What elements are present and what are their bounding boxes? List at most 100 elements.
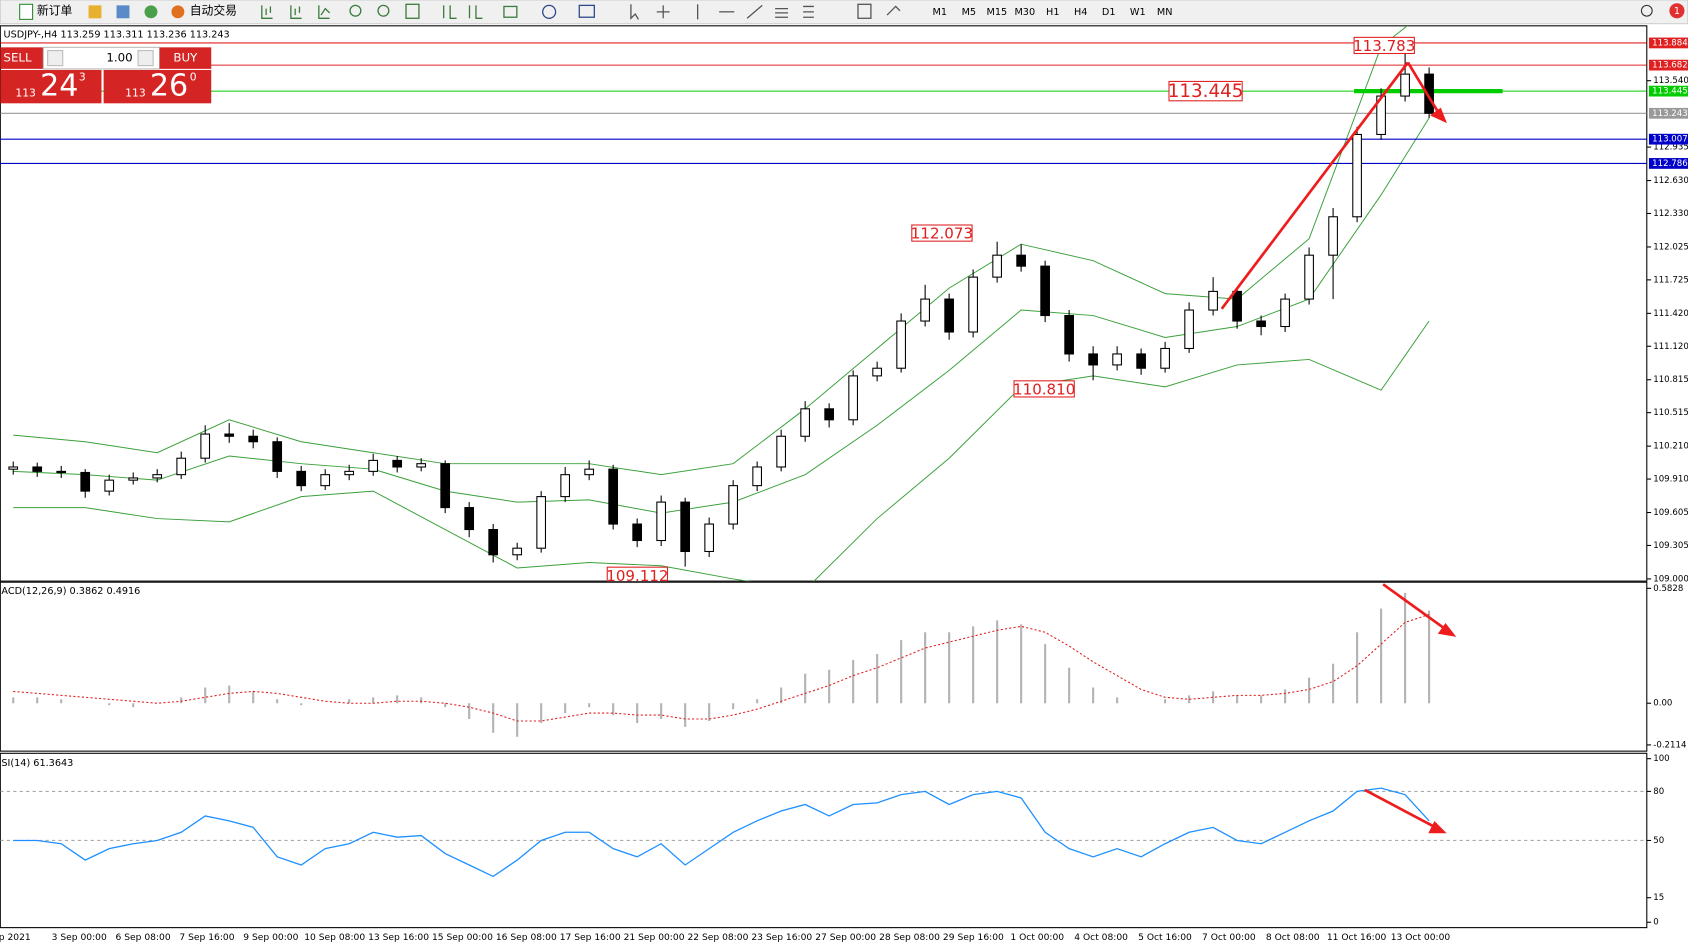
timeframe-button[interactable]: M5: [962, 7, 976, 18]
candle-body: [968, 276, 978, 333]
timeframe-button[interactable]: H1: [1046, 7, 1059, 18]
macd-title: ACD(12,26,9) 0.3862 0.4916: [1, 586, 140, 597]
crosshair[interactable]: [656, 5, 670, 19]
icon[interactable]: [116, 5, 130, 19]
icon[interactable]: [377, 4, 390, 17]
auto-trade-icon[interactable]: [171, 5, 185, 19]
icon[interactable]: [578, 4, 595, 18]
timeframe-button[interactable]: M1: [933, 7, 948, 18]
timeframe-button[interactable]: M15: [986, 7, 1007, 18]
plots: 113.783 113.445 112.073 110.810 109.112 113.5…: [0, 25, 1688, 943]
new-order-icon[interactable]: [19, 3, 34, 20]
timeframe-button[interactable]: W1: [1130, 7, 1146, 18]
buy-button[interactable]: [159, 47, 212, 69]
icon[interactable]: [542, 4, 557, 19]
y-tick-label: 15: [1653, 893, 1664, 903]
candle-body: [704, 523, 715, 553]
x-tick-label: 28 Sep 08:00: [879, 933, 940, 943]
timeframe-button[interactable]: M30: [1014, 7, 1035, 18]
price-annotation-box: [911, 224, 973, 242]
x-tick-label: 15 Sep 00:00: [432, 933, 493, 943]
sell-price-point: 3: [79, 70, 86, 83]
price-tag: [1648, 133, 1688, 145]
sell-price-box[interactable]: [0, 69, 102, 104]
price-annotation-box: [606, 566, 669, 582]
candle-body: [1352, 133, 1362, 218]
timeframe-button[interactable]: D1: [1102, 7, 1116, 18]
price-annotation: 113.445: [1168, 81, 1244, 102]
candle-body: [1304, 254, 1314, 300]
icon[interactable]: [405, 3, 420, 19]
toolbar-icons[interactable]: [261, 3, 595, 19]
candle-body: [800, 408, 810, 437]
y-tick-label: 111.420: [1653, 309, 1688, 319]
y-tick-label: 0: [1653, 918, 1658, 928]
candle-body: [80, 471, 91, 492]
icon[interactable]: [503, 5, 518, 18]
candle-body: [584, 468, 595, 476]
lot-up[interactable]: [137, 50, 154, 67]
icon[interactable]: [144, 5, 158, 19]
price-annotation: 110.810: [1013, 380, 1075, 398]
bollinger-lower: [13, 320, 1430, 582]
candle-body: [632, 523, 643, 542]
candle-body: [32, 466, 43, 472]
candle-body: [896, 320, 906, 369]
candle-body: [320, 474, 331, 487]
candle-body: [992, 254, 1002, 278]
icon[interactable]: [261, 5, 273, 19]
icon[interactable]: [468, 5, 483, 19]
y-tick-label: 100: [1653, 754, 1669, 764]
x-tick-label: 6 Sep 08:00: [116, 933, 171, 943]
y-tick-label: 112.935: [1653, 143, 1688, 153]
sell-button[interactable]: [0, 47, 44, 69]
lot-value[interactable]: 1.00: [106, 51, 132, 65]
candle-body: [848, 375, 858, 421]
drawing-tools[interactable]: [630, 3, 901, 20]
candle-body: [1256, 320, 1266, 328]
y-tick-label: 112.630: [1653, 176, 1688, 186]
icon[interactable]: [443, 5, 457, 19]
buy-price-point: 0: [190, 70, 197, 83]
y-tick-label: -0.2114: [1653, 740, 1686, 750]
cursor[interactable]: [630, 4, 640, 20]
panel-plot: [12, 592, 1431, 737]
sell-label[interactable]: SELL: [3, 51, 32, 65]
macd-panel: [0, 581, 1648, 752]
buy-price-box[interactable]: [103, 69, 212, 104]
price-tag: [1648, 37, 1688, 49]
text-tool[interactable]: [857, 3, 872, 19]
channel[interactable]: [775, 7, 789, 18]
price-tag-label: 113.445: [1652, 87, 1688, 97]
candle-body: [368, 459, 379, 472]
notification-badge[interactable]: [1669, 3, 1685, 19]
arrows[interactable]: [886, 5, 901, 16]
price-panel: [0, 25, 1648, 582]
candle-body: [1160, 347, 1170, 369]
candle-body: [488, 528, 499, 556]
x-tick-label: 21 Sep 00:00: [624, 933, 685, 943]
y-tick-label: 0.5828: [1653, 584, 1683, 594]
trendline[interactable]: [746, 4, 763, 19]
search-icon[interactable]: [1640, 4, 1653, 17]
symbol-title: USDJPY-,H4 113.259 113.311 113.236 113.2…: [4, 29, 230, 40]
candle-body: [824, 408, 834, 421]
timeframe-button[interactable]: MN: [1157, 7, 1173, 18]
icon[interactable]: [290, 5, 302, 19]
icon[interactable]: [349, 4, 362, 17]
fibo[interactable]: [803, 5, 814, 18]
buy-label[interactable]: BUY: [173, 51, 198, 65]
icon[interactable]: [88, 5, 102, 19]
auto-trade-button[interactable]: 自动交易: [190, 3, 237, 17]
icon[interactable]: [318, 5, 331, 19]
timeframe-button[interactable]: H4: [1074, 7, 1087, 18]
candle-body: [1016, 254, 1026, 267]
candle-body: [920, 298, 930, 322]
new-order-button[interactable]: 新订单: [37, 3, 73, 17]
candle-body: [1424, 73, 1434, 114]
lot-down[interactable]: [47, 50, 64, 67]
candle-body: [512, 547, 523, 556]
y-tick-label: 111.120: [1653, 342, 1688, 352]
